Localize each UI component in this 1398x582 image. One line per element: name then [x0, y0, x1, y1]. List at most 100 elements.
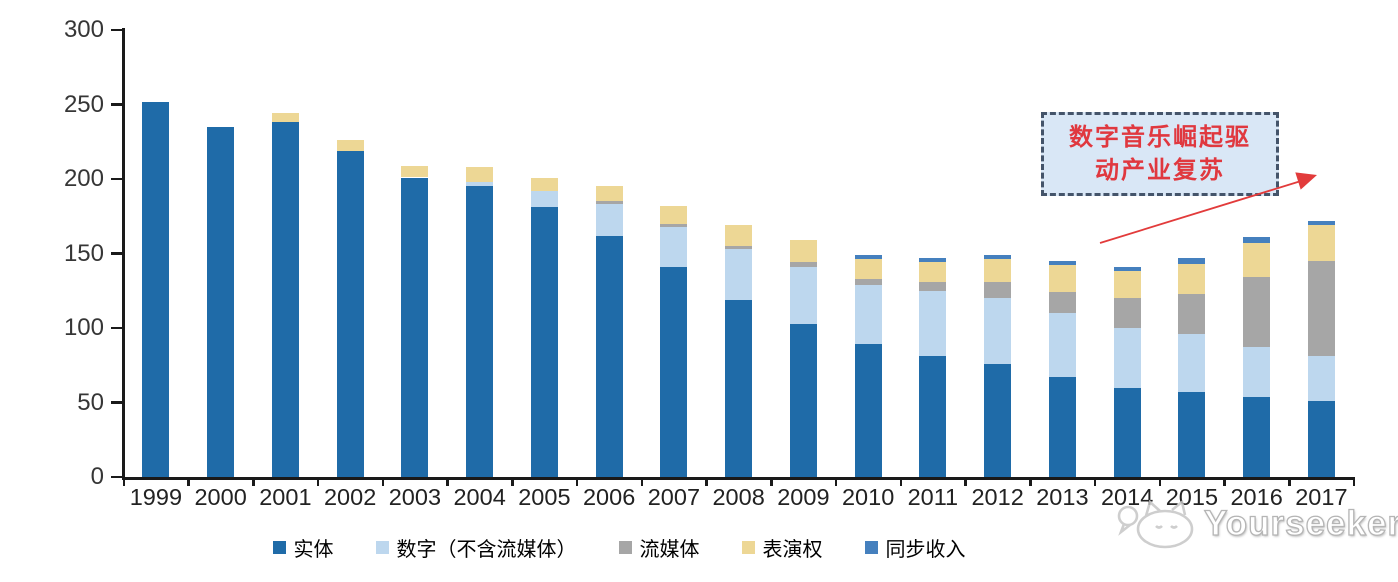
bar-segment-streaming	[919, 281, 947, 291]
bar-segment-digital-excl-streaming	[789, 266, 817, 324]
x-axis-label: 2012	[971, 484, 1024, 510]
bar-segment-physical	[1243, 396, 1271, 477]
bar-segment-digital-excl-streaming	[1048, 313, 1076, 378]
x-axis-tick	[1288, 477, 1291, 486]
x-axis-label: 2000	[194, 484, 247, 510]
bar-segment-physical	[1178, 392, 1206, 477]
y-axis-tick	[111, 177, 123, 181]
x-axis-label: 2002	[323, 484, 377, 510]
bar-segment-physical	[854, 344, 882, 477]
bar-segment-digital-excl-streaming	[984, 298, 1012, 364]
legend-item-streaming: 流媒体	[618, 533, 700, 562]
bar-segment-digital-excl-streaming	[725, 249, 753, 300]
x-axis-label: 2006	[582, 484, 636, 510]
bar-segment-performance-rights	[530, 177, 558, 191]
bar-segment-digital-excl-streaming	[1307, 356, 1335, 401]
x-axis-label: 2015	[1165, 484, 1219, 510]
bar-segment-sync-revenue	[1243, 237, 1271, 244]
legend-item-performance-rights: 表演权	[741, 533, 823, 562]
x-axis-tick	[187, 477, 190, 486]
legend-marker-performance-rights	[741, 541, 755, 554]
y-axis-tick-label: 150	[63, 239, 104, 267]
bar-segment-performance-rights	[336, 140, 364, 151]
bar-segment-performance-rights	[595, 186, 623, 202]
x-axis-label: 2004	[453, 484, 506, 510]
bar-segment-sync-revenue	[1307, 220, 1335, 226]
annotation-text-line1: 数字音乐崛起驱	[1069, 124, 1251, 151]
bar-segment-digital-excl-streaming	[466, 181, 494, 187]
bar-segment-physical	[1307, 401, 1335, 477]
x-axis-tick	[705, 477, 708, 486]
legend-marker-digital-excl-streaming	[375, 541, 389, 554]
x-axis-tick	[1029, 477, 1032, 486]
bar-segment-sync-revenue	[1178, 257, 1206, 264]
bar-segment-streaming	[984, 281, 1012, 299]
legend-marker-physical	[272, 541, 286, 554]
bar-segment-performance-rights	[271, 113, 299, 123]
x-axis-tick	[964, 477, 967, 486]
bar-segment-streaming	[1178, 293, 1206, 334]
bar-segment-physical	[789, 323, 817, 477]
x-axis-label: 1999	[129, 484, 183, 510]
bar-segment-physical	[984, 363, 1012, 477]
legend-label-performance-rights: 表演权	[762, 539, 823, 561]
legend-item-physical: 实体	[272, 533, 334, 562]
y-axis-tick	[111, 28, 123, 32]
x-axis-label: 2011	[907, 484, 959, 510]
x-axis-tick	[640, 477, 643, 486]
y-axis-tick-label: 250	[63, 90, 104, 118]
bar-segment-performance-rights	[401, 165, 429, 178]
annotation-text-line2: 动产业复苏	[1095, 157, 1225, 184]
bar-segment-physical	[530, 207, 558, 477]
bar-segment-streaming	[1307, 260, 1335, 357]
y-axis-tick	[111, 401, 123, 404]
bar-segment-physical	[919, 356, 947, 477]
bar-segment-physical	[336, 150, 364, 477]
bar-segment-streaming	[789, 262, 817, 267]
y-axis-tick	[111, 475, 123, 479]
bar-segment-performance-rights	[854, 259, 882, 279]
watermark-text: Yourseeker	[1203, 503, 1398, 543]
bar-segment-streaming	[854, 278, 882, 285]
bar-segment-physical	[466, 186, 494, 477]
bar-segment-streaming	[595, 201, 623, 205]
x-axis-label: 2005	[518, 484, 571, 510]
x-axis-label: 2017	[1295, 484, 1348, 510]
bar-segment-physical	[725, 299, 753, 477]
x-axis-label: 2007	[647, 484, 701, 510]
x-axis-tick	[770, 477, 773, 486]
x-axis-tick	[834, 477, 838, 486]
legend-marker-sync-revenue	[864, 541, 878, 554]
bar-segment-sync-revenue	[984, 254, 1012, 260]
x-axis-tick	[575, 477, 579, 486]
x-axis-tick	[1093, 477, 1097, 486]
bar-segment-digital-excl-streaming	[530, 190, 558, 208]
x-axis-label: 2008	[712, 484, 765, 510]
x-axis-tick	[899, 477, 902, 486]
bar-segment-sync-revenue	[919, 257, 947, 263]
x-axis-tick	[1352, 477, 1356, 486]
y-axis-tick	[111, 326, 123, 330]
legend-label-physical: 实体	[293, 539, 334, 561]
y-axis-tick-label: 200	[63, 165, 104, 192]
bar-segment-physical	[1113, 387, 1141, 477]
x-axis-label: 2013	[1036, 484, 1089, 510]
x-axis-tick	[316, 477, 320, 486]
x-axis-tick	[1223, 477, 1226, 486]
bar-segment-performance-rights	[984, 259, 1012, 282]
bar-segment-performance-rights	[1113, 271, 1141, 299]
bar-segment-performance-rights	[1178, 263, 1206, 294]
annotation-callout: 数字音乐崛起驱 动产业复苏	[1041, 112, 1279, 196]
yourseeker-logo-icon	[1117, 499, 1194, 549]
legend-label-streaming: 流媒体	[639, 539, 700, 561]
bar-segment-sync-revenue	[1113, 266, 1141, 272]
x-axis-label: 2010	[841, 484, 895, 510]
y-axis-tick-label: 100	[63, 314, 104, 341]
x-axis-label: 2001	[259, 484, 312, 510]
bar-segment-digital-excl-streaming	[919, 290, 947, 357]
legend: 实体 数字（不含流媒体） 流媒体 表演权 同步收入	[0, 533, 1318, 562]
x-axis-label: 2003	[388, 484, 442, 510]
x-axis-tick	[1158, 477, 1161, 486]
bar-segment-sync-revenue	[854, 254, 882, 260]
